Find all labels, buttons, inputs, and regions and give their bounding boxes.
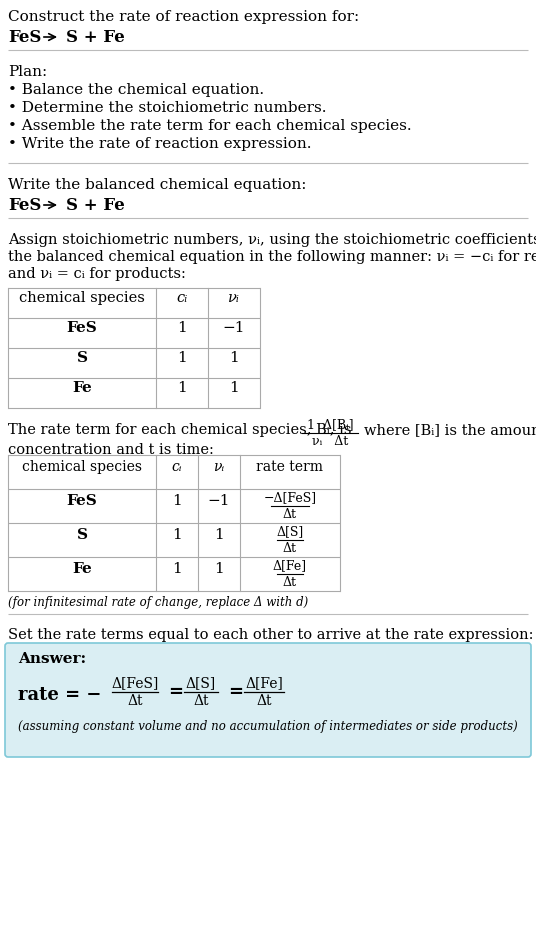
Text: −Δ[FeS]: −Δ[FeS]	[263, 491, 317, 504]
Text: Plan:: Plan:	[8, 65, 47, 79]
Text: chemical species: chemical species	[22, 460, 142, 474]
Text: 1: 1	[214, 562, 224, 576]
Text: S + Fe: S + Fe	[66, 196, 125, 214]
Text: 1: 1	[172, 562, 182, 576]
Text: Δ[Fe]: Δ[Fe]	[273, 559, 307, 572]
Text: Assign stoichiometric numbers, νᵢ, using the stoichiometric coefficients, cᵢ, fr: Assign stoichiometric numbers, νᵢ, using…	[8, 233, 536, 247]
Text: where [Bᵢ] is the amount: where [Bᵢ] is the amount	[364, 423, 536, 437]
Text: rate term: rate term	[257, 460, 324, 474]
Text: 1: 1	[229, 381, 239, 395]
Text: (for infinitesimal rate of change, replace Δ with d): (for infinitesimal rate of change, repla…	[8, 596, 308, 609]
Text: Set the rate terms equal to each other to arrive at the rate expression:: Set the rate terms equal to each other t…	[8, 628, 533, 642]
Text: Δ[S]: Δ[S]	[277, 525, 303, 538]
Text: Δt: Δt	[283, 508, 297, 521]
Text: • Determine the stoichiometric numbers.: • Determine the stoichiometric numbers.	[8, 101, 326, 115]
Text: Answer:: Answer:	[18, 652, 86, 666]
Text: Δt: Δt	[256, 694, 272, 708]
Text: νᵢ   Δt: νᵢ Δt	[312, 435, 348, 448]
Text: FeS: FeS	[66, 321, 98, 335]
Text: 1  Δ[Bᵢ]: 1 Δ[Bᵢ]	[307, 418, 353, 431]
Text: Construct the rate of reaction expression for:: Construct the rate of reaction expressio…	[8, 10, 359, 24]
Text: νᵢ: νᵢ	[213, 460, 225, 474]
Text: 1: 1	[214, 528, 224, 542]
Text: cᵢ: cᵢ	[172, 460, 182, 474]
Text: Δ[FeS]: Δ[FeS]	[111, 676, 159, 690]
Text: • Assemble the rate term for each chemical species.: • Assemble the rate term for each chemic…	[8, 119, 412, 133]
Text: chemical species: chemical species	[19, 291, 145, 305]
Text: 1: 1	[177, 321, 187, 335]
Text: Write the balanced chemical equation:: Write the balanced chemical equation:	[8, 178, 307, 192]
Text: FeS: FeS	[66, 494, 98, 508]
Text: Δt: Δt	[127, 694, 143, 708]
Text: 1: 1	[172, 528, 182, 542]
Text: the balanced chemical equation in the following manner: νᵢ = −cᵢ for reactants: the balanced chemical equation in the fo…	[8, 250, 536, 264]
Text: (assuming constant volume and no accumulation of intermediates or side products): (assuming constant volume and no accumul…	[18, 720, 518, 733]
Text: =: =	[228, 683, 243, 701]
Text: Δ[Fe]: Δ[Fe]	[245, 676, 283, 690]
Text: 1: 1	[229, 351, 239, 365]
Text: S + Fe: S + Fe	[66, 28, 125, 46]
Text: FeS: FeS	[8, 196, 41, 214]
Text: Δt: Δt	[193, 694, 209, 708]
Text: Δt: Δt	[283, 576, 297, 589]
Text: 1: 1	[172, 494, 182, 508]
Text: S: S	[77, 528, 87, 542]
Text: −1: −1	[223, 321, 245, 335]
Text: rate = −: rate = −	[18, 686, 101, 704]
Text: 1: 1	[177, 351, 187, 365]
Text: S: S	[77, 351, 87, 365]
Text: νᵢ: νᵢ	[228, 291, 240, 305]
FancyBboxPatch shape	[5, 643, 531, 757]
Text: Fe: Fe	[72, 381, 92, 395]
Text: concentration and t is time:: concentration and t is time:	[8, 443, 214, 457]
Text: The rate term for each chemical species, Bᵢ, is: The rate term for each chemical species,…	[8, 423, 352, 437]
Text: 1: 1	[177, 381, 187, 395]
Text: Δt: Δt	[283, 542, 297, 555]
Text: • Balance the chemical equation.: • Balance the chemical equation.	[8, 83, 264, 97]
Text: • Write the rate of reaction expression.: • Write the rate of reaction expression.	[8, 137, 311, 151]
Text: and νᵢ = cᵢ for products:: and νᵢ = cᵢ for products:	[8, 267, 186, 281]
Text: Δ[S]: Δ[S]	[186, 676, 216, 690]
Text: Fe: Fe	[72, 562, 92, 576]
Text: =: =	[168, 683, 183, 701]
Text: −1: −1	[208, 494, 230, 508]
Text: FeS: FeS	[8, 28, 41, 46]
Text: cᵢ: cᵢ	[176, 291, 188, 305]
